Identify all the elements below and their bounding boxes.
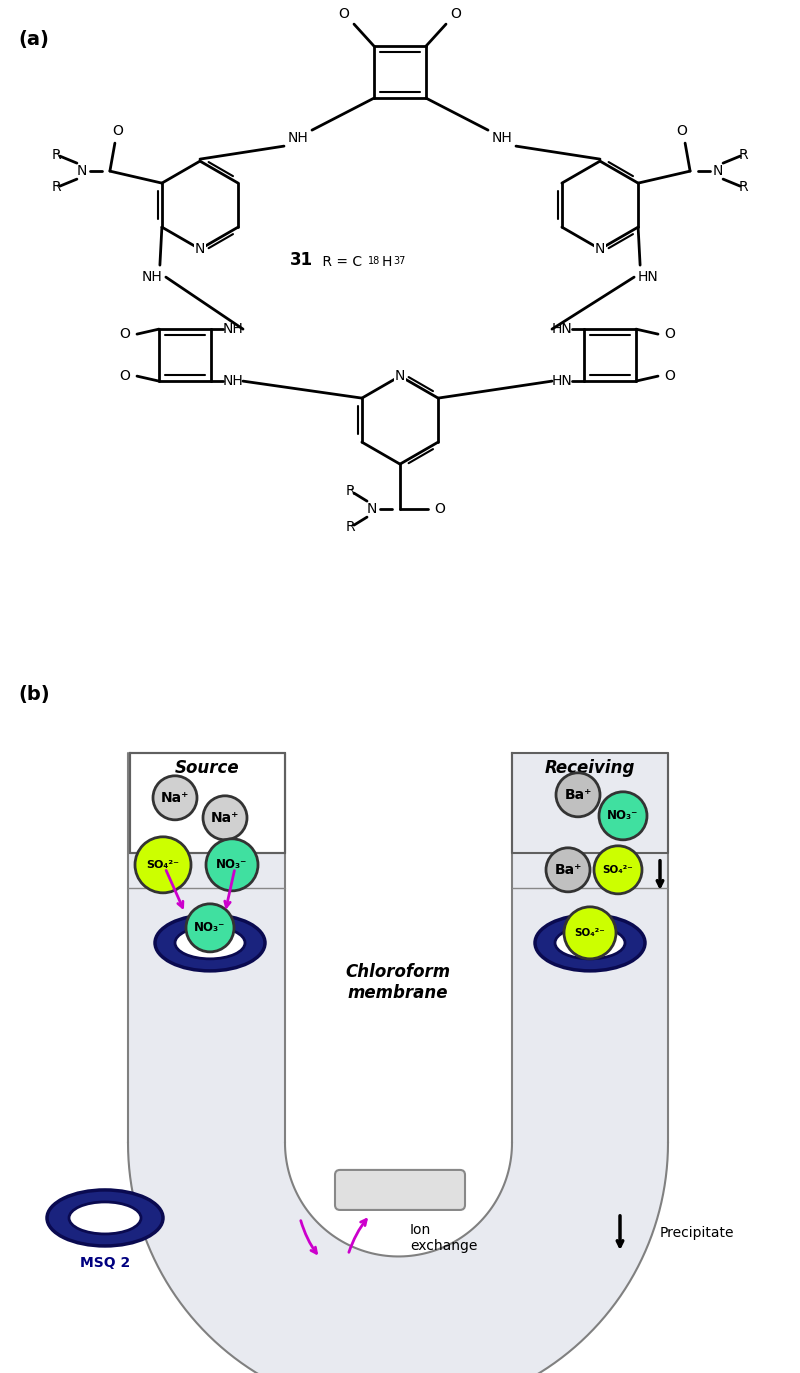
Text: Na⁺: Na⁺ [161,791,189,805]
Text: MSQ 2: MSQ 2 [80,1256,130,1270]
Ellipse shape [175,927,245,958]
Text: HN: HN [638,270,658,284]
Text: H: H [382,255,392,269]
Ellipse shape [69,1201,141,1234]
Text: NO₃⁻: NO₃⁻ [216,858,248,872]
Circle shape [546,847,590,892]
Text: Ba⁺: Ba⁺ [554,862,582,877]
Text: R: R [738,148,748,162]
Text: Receiving: Receiving [545,759,635,777]
Text: R: R [738,180,748,194]
FancyBboxPatch shape [335,1170,465,1210]
Text: (b): (b) [18,685,50,704]
Text: N: N [195,242,205,257]
Text: NH: NH [288,130,308,146]
Text: O: O [119,327,130,341]
Text: HN: HN [552,373,572,389]
Circle shape [594,846,642,894]
Text: O: O [119,369,130,383]
Text: Source: Source [175,759,240,777]
Text: R: R [345,520,355,534]
Text: O: O [677,124,687,139]
Text: NH: NH [492,130,512,146]
Text: SO₄²⁻: SO₄²⁻ [602,865,634,875]
Text: NO₃⁻: NO₃⁻ [194,921,226,935]
Text: Precipitate: Precipitate [660,1226,734,1240]
Text: 18: 18 [368,257,380,266]
Text: R: R [345,485,355,498]
Text: N: N [595,242,605,257]
Text: (a): (a) [18,30,49,49]
Ellipse shape [535,914,645,971]
Circle shape [206,839,258,891]
Ellipse shape [555,927,625,958]
Text: Ion
exchange: Ion exchange [410,1223,478,1254]
Circle shape [599,792,647,840]
Text: NH: NH [222,373,243,389]
Text: O: O [450,7,462,21]
Text: R: R [52,180,62,194]
Text: R = C: R = C [318,255,362,269]
Text: NH: NH [142,270,162,284]
Text: Chloroform
membrane: Chloroform membrane [346,964,450,1002]
Circle shape [135,836,191,892]
Circle shape [564,906,616,958]
Circle shape [556,773,600,817]
Circle shape [186,903,234,951]
Ellipse shape [47,1190,163,1245]
Text: NH: NH [222,323,243,336]
Text: NO₃⁻: NO₃⁻ [607,809,638,822]
Text: N: N [77,165,87,178]
Text: SO₄²⁻: SO₄²⁻ [574,928,606,938]
Text: Stir bar: Stir bar [374,1184,426,1197]
Text: O: O [434,503,446,516]
Text: N: N [713,165,723,178]
Text: 31: 31 [290,251,313,269]
Text: Na⁺: Na⁺ [211,811,239,825]
Circle shape [153,776,197,820]
Text: O: O [665,369,675,383]
FancyBboxPatch shape [130,752,285,853]
Text: N: N [395,369,405,383]
Text: HN: HN [552,323,572,336]
Text: SO₄²⁻: SO₄²⁻ [146,859,179,870]
Text: Ba⁺: Ba⁺ [564,788,592,802]
Text: O: O [665,327,675,341]
Text: N: N [367,503,377,516]
Bar [512,752,668,1142]
Text: 37: 37 [393,257,406,266]
Text: R: R [52,148,62,162]
Polygon shape [128,1142,668,1373]
Circle shape [203,796,247,840]
Bar [128,752,285,1142]
Text: O: O [338,7,350,21]
Text: O: O [113,124,123,139]
Ellipse shape [155,914,265,971]
